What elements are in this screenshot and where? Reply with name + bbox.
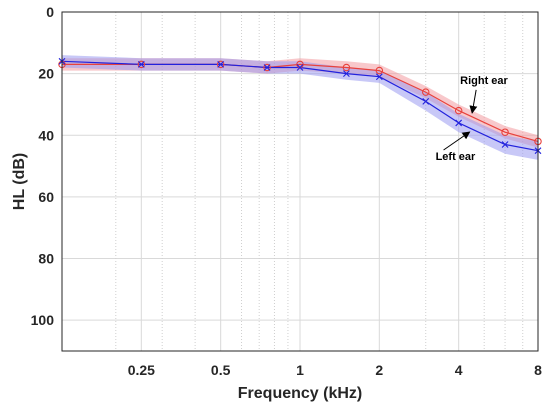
plot-frame: [61, 11, 539, 352]
annotation-label: Left ear: [436, 151, 476, 163]
annotation-arrow: [443, 131, 471, 151]
marker-x-stroke: [422, 97, 430, 105]
band-series-2: [62, 55, 538, 160]
series-markers: [58, 57, 542, 155]
marker-x: [137, 61, 145, 68]
annotations: Right ear Left ear: [436, 75, 509, 163]
marker-x-stroke: [137, 61, 145, 68]
y-tick-label: 0: [46, 4, 54, 20]
marker-x: [422, 97, 430, 105]
marker-circle: [501, 128, 509, 136]
marker-x: [263, 64, 271, 71]
y-axis-title: HL (dB): [11, 153, 28, 210]
marker-circle: [454, 106, 463, 115]
marker-circle: [263, 63, 271, 72]
x-tick-label: 2: [375, 362, 383, 378]
x-axis-title: Frequency (kHz): [238, 385, 362, 402]
x-tick-label: 0.5: [211, 362, 231, 378]
marker-x-stroke: [263, 64, 271, 71]
marker-x: [296, 64, 304, 71]
marker-x-stroke: [217, 61, 225, 68]
marker-circle: [137, 60, 146, 69]
marker-x: [501, 141, 509, 148]
y-tick-label: 20: [38, 66, 54, 82]
x-tick-label: 1: [296, 362, 304, 378]
marker-x-stroke: [296, 64, 304, 71]
annotation-label: Right ear: [460, 75, 508, 87]
marker-x: [343, 70, 350, 78]
marker-x-stroke: [375, 73, 383, 81]
x-tick-label: 8: [534, 362, 542, 378]
marker-x-stroke: [501, 141, 509, 148]
x-tick-labels: 0.25 0.5 1 2 4 8: [128, 362, 542, 378]
y-tick-labels: 0 20 40 60 80 100: [31, 4, 55, 328]
x-tick-label: 0.25: [128, 362, 155, 378]
y-tick-label: 100: [31, 312, 55, 328]
marker-x-stroke: [455, 119, 463, 127]
marker-x: [375, 73, 383, 81]
marker-x: [217, 61, 225, 68]
y-tick-label: 80: [38, 251, 54, 267]
marker-circle: [421, 88, 430, 96]
marker-x-stroke: [343, 70, 350, 78]
marker-circle: [342, 63, 351, 72]
confidence-bands: [62, 55, 538, 160]
marker-circle: [216, 60, 225, 69]
x-tick-label: 4: [455, 362, 463, 378]
marker-circle: [375, 66, 384, 75]
y-tick-label: 60: [38, 189, 54, 205]
annotation-arrow: [469, 89, 478, 114]
marker-x: [455, 119, 463, 127]
y-tick-label: 40: [38, 127, 54, 143]
